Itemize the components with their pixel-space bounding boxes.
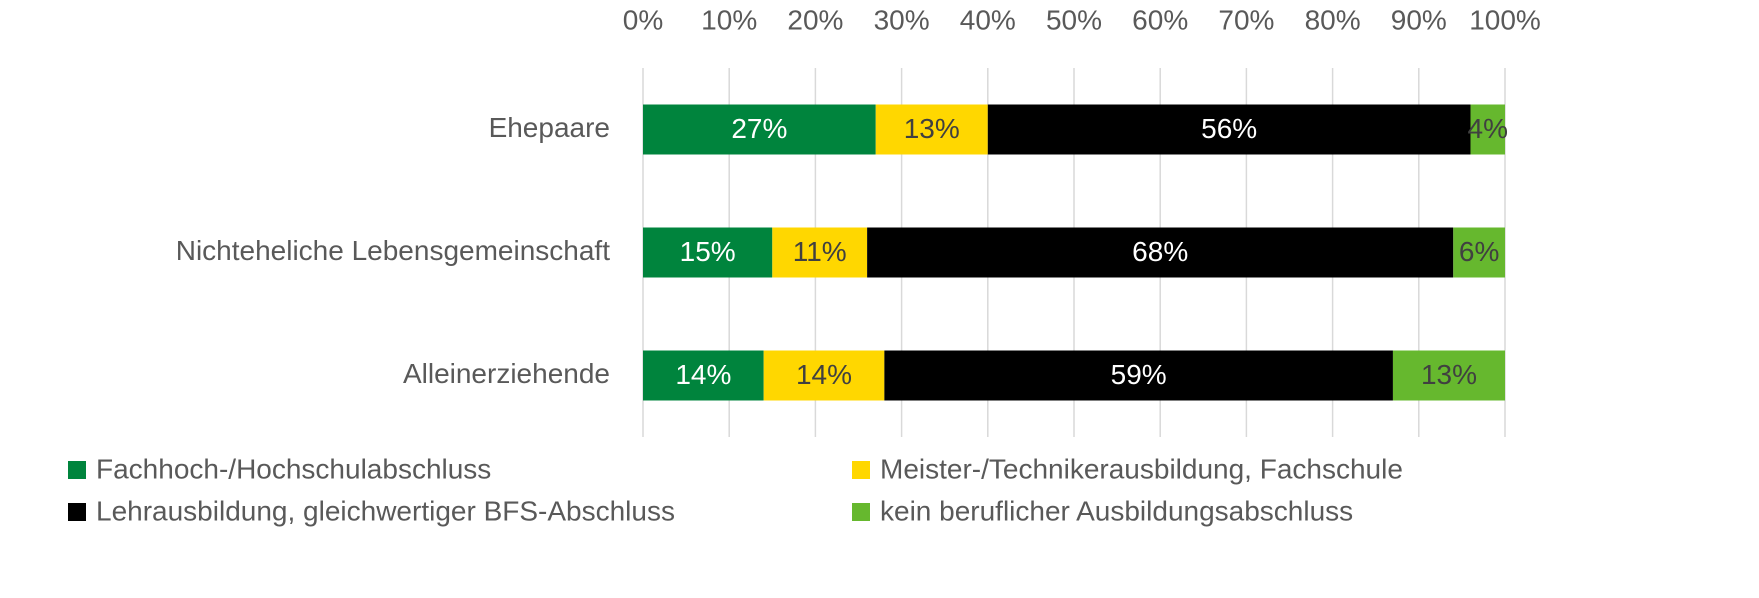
bar-segment	[643, 227, 773, 278]
data-label: 6%	[1459, 236, 1499, 267]
x-tick-label: 90%	[1391, 4, 1447, 35]
data-label: 27%	[731, 113, 787, 144]
data-label: 13%	[904, 113, 960, 144]
x-tick-label: 100%	[1469, 4, 1541, 35]
x-tick-label: 0%	[623, 4, 663, 35]
legend-label: Meister-/Technikerausbildung, Fachschule	[880, 453, 1403, 484]
bar-segment	[1470, 104, 1505, 155]
data-label: 56%	[1201, 113, 1257, 144]
x-tick-label: 30%	[874, 4, 930, 35]
bar-segment	[875, 104, 988, 155]
x-tick-label: 40%	[960, 4, 1016, 35]
x-tick-label: 20%	[787, 4, 843, 35]
bar-segment	[867, 227, 1454, 278]
x-tick-label: 70%	[1218, 4, 1274, 35]
bar-segment	[1392, 350, 1505, 401]
y-tick-label: Alleinerziehende	[403, 358, 610, 389]
legend-marker	[852, 503, 870, 521]
data-label: 68%	[1132, 236, 1188, 267]
data-label: 11%	[793, 236, 847, 267]
legend-marker	[68, 503, 86, 521]
bar-segment	[763, 350, 885, 401]
x-tick-label: 50%	[1046, 4, 1102, 35]
bar-segment	[643, 350, 764, 401]
data-label: 14%	[675, 359, 731, 390]
legend-marker	[852, 461, 870, 479]
bar-segment	[772, 227, 868, 278]
legend-marker	[68, 461, 86, 479]
data-label: 4%	[1468, 113, 1508, 144]
y-tick-label: Ehepaare	[489, 112, 610, 143]
x-tick-label: 80%	[1305, 4, 1361, 35]
legend-label: kein beruflicher Ausbildungsabschluss	[880, 495, 1353, 526]
data-label: 15%	[680, 236, 736, 267]
bar-segment	[987, 104, 1471, 155]
legend-label: Lehrausbildung, gleichwertiger BFS-Absch…	[96, 495, 675, 526]
bar-segment	[643, 104, 876, 155]
bar-segment	[1453, 227, 1505, 278]
data-label: 59%	[1111, 359, 1167, 390]
data-label: 13%	[1421, 359, 1477, 390]
legend-label: Fachhoch-/Hochschulabschluss	[96, 453, 491, 484]
bar-segment	[884, 350, 1393, 401]
x-tick-label: 60%	[1132, 4, 1188, 35]
data-label: 14%	[796, 359, 852, 390]
x-tick-label: 10%	[701, 4, 757, 35]
y-tick-label: Nichteheliche Lebensgemeinschaft	[176, 235, 610, 266]
